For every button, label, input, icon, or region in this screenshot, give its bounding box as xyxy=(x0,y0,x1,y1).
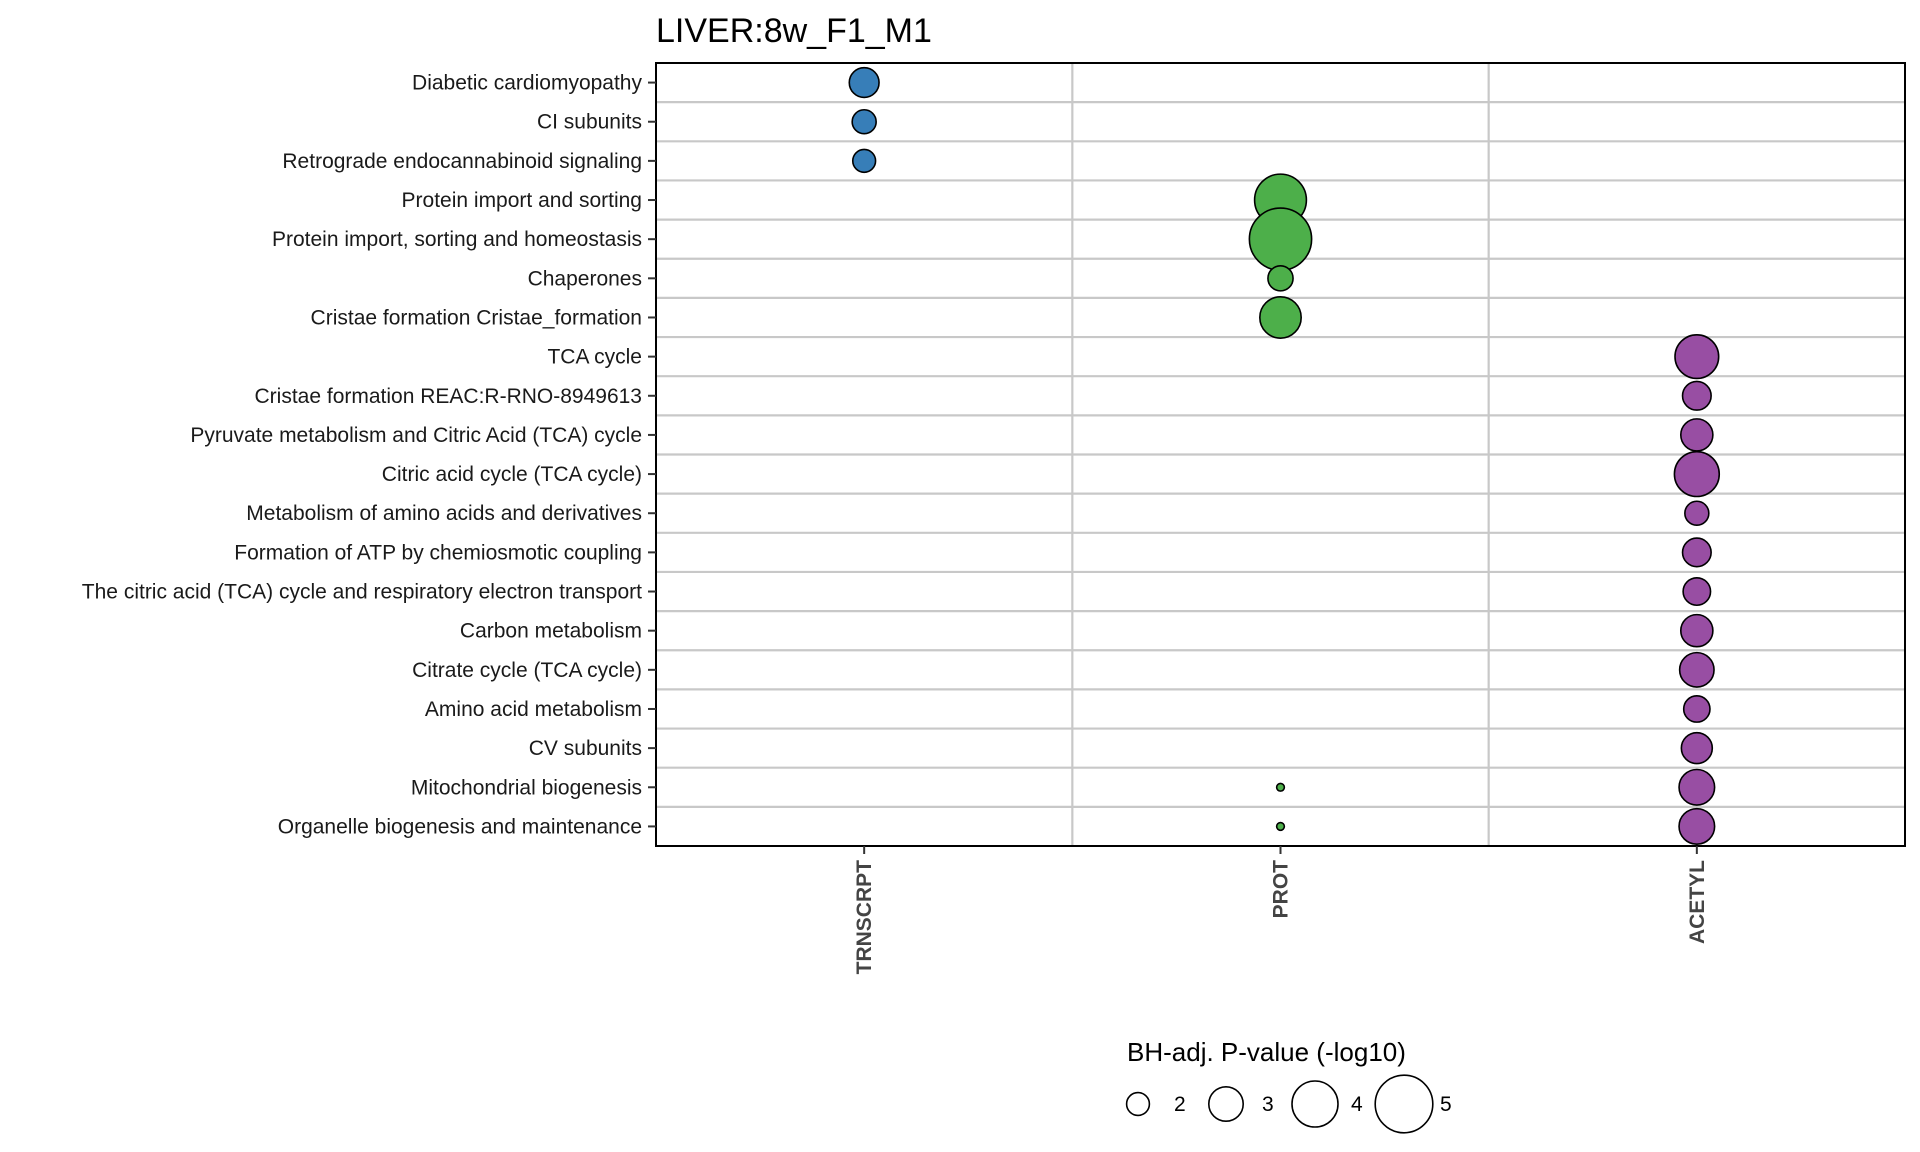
legend-size-key xyxy=(1208,1086,1245,1123)
data-points xyxy=(848,66,1721,846)
y-tick-label: Formation of ATP by chemiosmotic couplin… xyxy=(234,541,642,564)
data-point xyxy=(1678,651,1715,688)
data-point xyxy=(1684,500,1710,527)
y-tick-label: Protein import, sorting and homeostasis xyxy=(272,228,642,251)
data-point xyxy=(1678,768,1716,806)
data-point xyxy=(1682,577,1712,607)
grid-lines xyxy=(656,63,1905,846)
y-tick-label: Diabetic cardiomyopathy xyxy=(412,72,642,95)
x-tick-label: TRNSCRPT xyxy=(853,860,876,975)
data-point xyxy=(1275,782,1286,792)
legend-size-label: 4 xyxy=(1351,1093,1363,1116)
y-tick-label: Organelle biogenesis and maintenance xyxy=(278,815,642,838)
y-tick-label: The citric acid (TCA) cycle and respirat… xyxy=(82,581,642,604)
y-tick-label: Metabolism of amino acids and derivative… xyxy=(246,502,642,525)
legend-items: 2 3 4 5 xyxy=(1125,1074,1452,1134)
size-legend: BH-adj. P-value (-log10) 2 3 4 5 xyxy=(1125,1037,1452,1134)
data-point xyxy=(1275,821,1286,832)
legend-size-key xyxy=(1374,1074,1434,1134)
data-point xyxy=(1681,380,1712,411)
data-point xyxy=(1681,537,1712,568)
data-point xyxy=(1682,695,1711,723)
y-tick-label: Pyruvate metabolism and Citric Acid (TCA… xyxy=(190,424,642,447)
y-tick-label: Cristae formation Cristae_formation xyxy=(311,306,642,329)
legend-title: BH-adj. P-value (-log10) xyxy=(1127,1037,1406,1067)
data-point xyxy=(1259,295,1302,339)
legend-size-label: 3 xyxy=(1262,1093,1274,1116)
legend-size-key xyxy=(1291,1080,1339,1128)
y-tick-label: Chaperones xyxy=(528,267,642,290)
data-point xyxy=(1680,731,1714,765)
data-point xyxy=(1678,807,1716,846)
data-point xyxy=(1673,450,1721,498)
y-tick-label: Amino acid metabolism xyxy=(425,698,642,721)
data-point xyxy=(1267,264,1294,292)
y-tick-label: CI subunits xyxy=(537,111,642,134)
data-point xyxy=(848,66,880,99)
y-tick-label: Citric acid cycle (TCA cycle) xyxy=(382,463,642,486)
x-axis: TRNSCRPT PROT ACETYL xyxy=(853,846,1709,974)
x-tick-label: ACETYL xyxy=(1686,860,1709,944)
y-tick-label: Cristae formation REAC:R-RNO-8949613 xyxy=(255,385,642,408)
y-tick-label: Citrate cycle (TCA cycle) xyxy=(412,659,642,682)
x-tick-label: PROT xyxy=(1270,860,1293,919)
data-point xyxy=(1679,613,1714,648)
legend-size-key xyxy=(1125,1091,1151,1117)
y-tick-label: Retrograde endocannabinoid signaling xyxy=(282,150,642,173)
y-tick-label: Protein import and sorting xyxy=(402,189,642,212)
legend-size-label: 5 xyxy=(1440,1093,1452,1116)
chart-title: LIVER:8w_F1_M1 xyxy=(656,12,932,50)
legend-size-label: 2 xyxy=(1174,1093,1186,1116)
data-point xyxy=(1248,207,1313,272)
data-point xyxy=(1674,333,1720,380)
y-tick-label: CV subunits xyxy=(529,737,642,760)
y-tick-label: Carbon metabolism xyxy=(460,620,642,643)
data-point xyxy=(851,148,877,174)
data-point xyxy=(1679,418,1714,452)
y-tick-label: TCA cycle xyxy=(547,346,642,369)
y-tick-label: Mitochondrial biogenesis xyxy=(411,776,642,799)
data-point xyxy=(851,108,877,135)
y-axis: Diabetic cardiomyopathy CI subunits Retrog… xyxy=(82,72,656,838)
